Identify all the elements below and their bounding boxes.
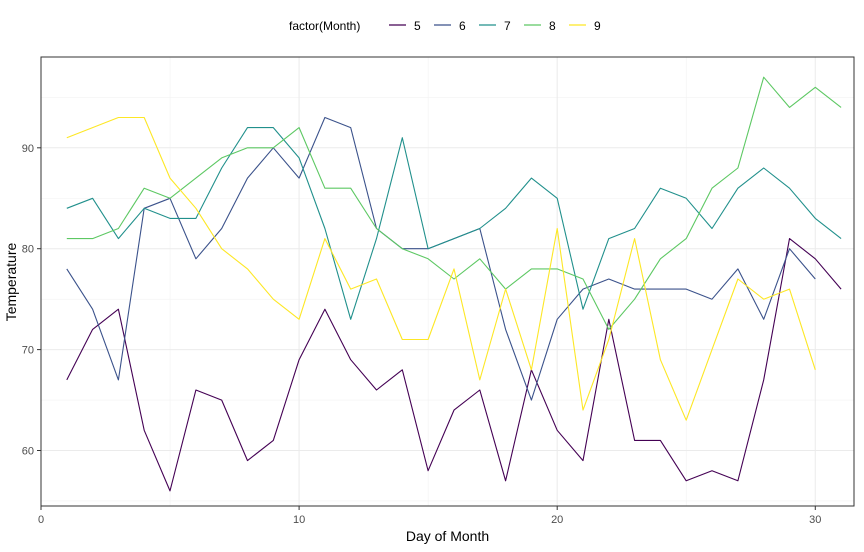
series-lines (66, 76, 842, 492)
x-axis: 0 10 20 30 (38, 506, 821, 526)
legend-label-month-9: 9 (594, 19, 601, 33)
legend: factor(Month) 5 6 7 8 9 (289, 19, 601, 33)
y-axis: 60 70 80 90 (22, 143, 41, 458)
watermark-text: CSDN @小宇2022 (735, 526, 852, 542)
legend-title: factor(Month) (289, 19, 360, 33)
y-axis-title: Temperature (3, 242, 19, 321)
legend-label-month-6: 6 (459, 19, 466, 33)
x-tick-label: 30 (809, 514, 821, 526)
panel-border (40, 56, 855, 507)
x-tick-label: 20 (551, 514, 563, 526)
x-tick-label: 10 (293, 514, 305, 526)
panel-background (41, 57, 854, 506)
legend-label-month-5: 5 (414, 19, 421, 33)
gridlines (40, 57, 854, 506)
y-tick-label: 60 (22, 446, 34, 458)
series-line-month-5 (66, 238, 842, 492)
plot-panel (40, 56, 855, 507)
y-tick-label: 80 (22, 244, 34, 256)
x-axis-title: Day of Month (406, 528, 489, 544)
series-line-month-9 (66, 116, 816, 421)
x-tick-label: 0 (38, 514, 44, 526)
series-line-month-7 (66, 127, 842, 320)
legend-label-month-7: 7 (504, 19, 511, 33)
y-tick-label: 90 (22, 143, 34, 155)
y-tick-label: 70 (22, 345, 34, 357)
series-line-month-8 (66, 76, 842, 330)
legend-label-month-8: 8 (549, 19, 556, 33)
